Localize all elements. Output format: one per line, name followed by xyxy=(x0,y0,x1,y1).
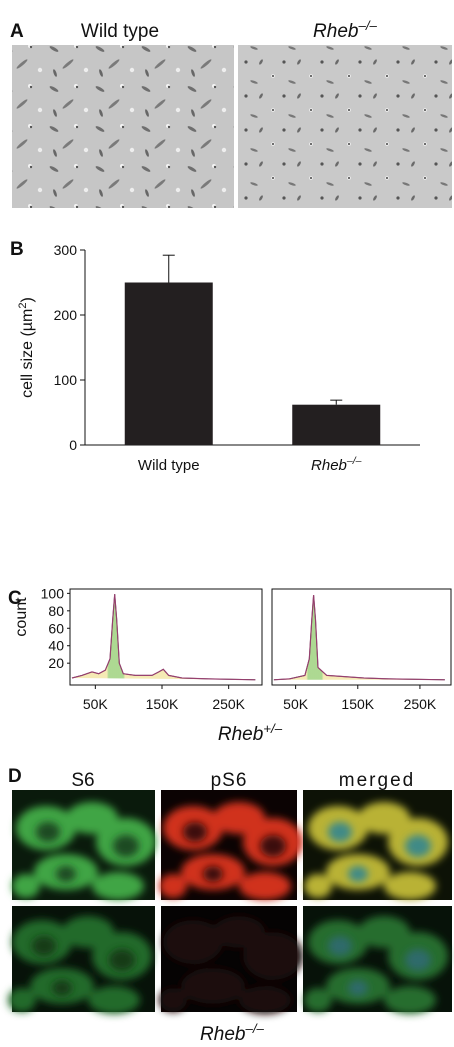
y-tick-label: 40 xyxy=(48,638,64,654)
x-tick-label: 250K xyxy=(212,696,245,712)
y-tick-label: 100 xyxy=(41,585,65,601)
x-tick-label: Wild type xyxy=(138,457,200,474)
caption: Rheb–/– xyxy=(200,1021,265,1046)
text-part: Rheb xyxy=(200,1024,245,1045)
text-part: Rheb xyxy=(313,21,358,42)
y-tick-label: 60 xyxy=(48,620,64,636)
y-tick-label: 100 xyxy=(54,372,78,388)
panel-label: D xyxy=(8,766,22,787)
histogram xyxy=(273,595,445,681)
y-tick-label: 20 xyxy=(48,655,64,671)
micrograph xyxy=(12,45,234,208)
column-header: merged xyxy=(339,770,415,791)
caption: Rheb+/– xyxy=(218,721,283,746)
plot-frame xyxy=(271,588,452,686)
y-tick-label: 80 xyxy=(48,603,64,619)
histogram-fit xyxy=(71,594,256,681)
x-tick-label: 50K xyxy=(83,696,109,712)
text-part: Rheb xyxy=(311,457,347,474)
y-tick-label: 0 xyxy=(69,437,77,453)
column-header: Rheb–/– xyxy=(313,18,378,43)
text-part: cell size (µm xyxy=(19,309,36,398)
y-axis-label: count xyxy=(13,597,30,637)
superscript: 2 xyxy=(17,302,29,308)
column-header: pS6 xyxy=(211,770,248,791)
bar xyxy=(292,404,381,445)
text-part: Rheb xyxy=(218,724,263,745)
x-tick-label: 50K xyxy=(283,696,309,712)
histogram xyxy=(71,594,256,681)
bar xyxy=(124,282,213,445)
superscript: –/– xyxy=(244,1021,264,1036)
superscript: –/– xyxy=(346,455,362,467)
text-part: ) xyxy=(19,297,36,302)
image-grid xyxy=(8,790,452,1014)
y-tick-label: 200 xyxy=(54,307,78,323)
y-tick-label: 300 xyxy=(54,242,78,258)
x-tick-label: 150K xyxy=(341,696,374,712)
plot-frame xyxy=(69,588,263,686)
x-tick-label: Rheb–/– xyxy=(311,455,362,474)
panel-label: A xyxy=(10,21,24,42)
x-tick-label: 150K xyxy=(146,696,179,712)
column-header: S6 xyxy=(71,770,94,791)
histogram-fit xyxy=(273,595,445,681)
superscript: –/– xyxy=(357,18,377,33)
x-tick-label: 250K xyxy=(404,696,437,712)
panel-label: B xyxy=(10,239,24,260)
y-axis-label: cell size (µm2) xyxy=(17,297,36,398)
micrograph xyxy=(238,45,452,208)
column-header: Wild type xyxy=(81,21,159,42)
panel-label: C xyxy=(8,588,22,609)
superscript: +/– xyxy=(263,721,282,736)
